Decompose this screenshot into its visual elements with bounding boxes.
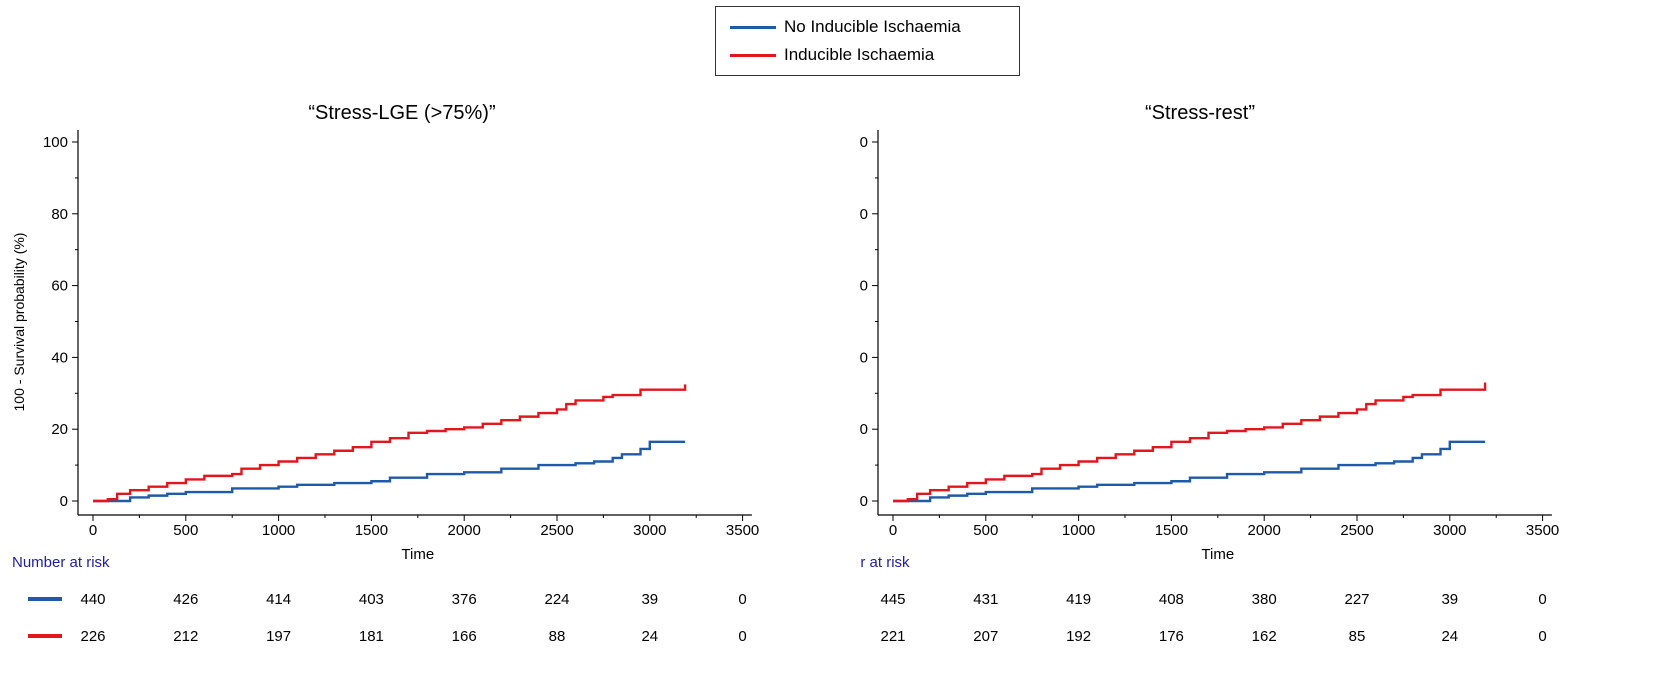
risk-value: 176 [1159, 628, 1184, 645]
y-tick-label: 20 [51, 421, 68, 438]
risk-value: 224 [544, 591, 569, 608]
x-tick-label: 2000 [448, 522, 481, 539]
risk-value: 426 [173, 591, 198, 608]
y-tick-label: 60 [860, 278, 868, 295]
legend: No Inducible Ischaemia Inducible Ischaem… [715, 6, 1020, 76]
y-axis-label: 100 - Survival probability (%) [11, 233, 27, 412]
x-tick-label: 3000 [1433, 522, 1466, 539]
x-tick-label: 2500 [1340, 522, 1373, 539]
x-tick-label: 2500 [540, 522, 573, 539]
series-line-1 [93, 384, 687, 503]
y-tick-label: 60 [51, 278, 68, 295]
risk-value: 0 [1538, 628, 1546, 645]
risk-table-label: Number at risk [12, 554, 110, 571]
series-line-1 [893, 382, 1487, 503]
x-tick-label: 500 [973, 522, 998, 539]
risk-value: 440 [80, 591, 105, 608]
x-tick-label: 3500 [1526, 522, 1559, 539]
y-tick-label: 40 [860, 349, 868, 366]
risk-value: 39 [1441, 591, 1458, 608]
y-tick-label: 0 [860, 493, 868, 510]
risk-value: 227 [1344, 591, 1369, 608]
risk-value: 88 [549, 628, 566, 645]
x-tick-label: 500 [173, 522, 198, 539]
x-tick-label: 1000 [1062, 522, 1095, 539]
risk-value: 207 [973, 628, 998, 645]
legend-entry-inducible: Inducible Ischaemia [730, 43, 934, 67]
risk-value: 408 [1159, 591, 1184, 608]
legend-swatch [730, 53, 776, 57]
x-tick-label: 1500 [355, 522, 388, 539]
legend-swatch [730, 25, 776, 29]
risk-value: 376 [452, 591, 477, 608]
risk-value: 0 [738, 591, 746, 608]
series-line-0 [893, 440, 1486, 503]
risk-value: 24 [641, 628, 658, 645]
x-axis-label: Time [1201, 546, 1234, 563]
risk-value: 221 [880, 628, 905, 645]
risk-value: 197 [266, 628, 291, 645]
y-tick-label: 40 [51, 349, 68, 366]
risk-value: 0 [738, 628, 746, 645]
risk-value: 162 [1252, 628, 1277, 645]
y-tick-label: 0 [60, 493, 68, 510]
risk-value: 24 [1441, 628, 1458, 645]
risk-value: 39 [641, 591, 658, 608]
risk-value: 0 [1538, 591, 1546, 608]
km-chart-stress-rest: “Stress-rest”020406080100050010001500200… [860, 102, 1559, 645]
risk-value: 445 [880, 591, 905, 608]
x-tick-label: 2000 [1248, 522, 1281, 539]
legend-label: Inducible Ischaemia [784, 45, 935, 64]
risk-value: 419 [1066, 591, 1091, 608]
y-tick-label: 20 [860, 421, 868, 438]
risk-value: 431 [973, 591, 998, 608]
risk-value: 192 [1066, 628, 1091, 645]
legend-entry-no-inducible: No Inducible Ischaemia [730, 15, 961, 39]
y-tick-label: 100 [860, 134, 868, 151]
x-tick-label: 0 [89, 522, 97, 539]
risk-value: 380 [1252, 591, 1277, 608]
risk-value: 85 [1349, 628, 1366, 645]
x-tick-label: 1500 [1155, 522, 1188, 539]
y-tick-label: 100 [43, 134, 68, 151]
y-tick-label: 80 [860, 206, 868, 223]
risk-value: 212 [173, 628, 198, 645]
chart-title: “Stress-rest” [1145, 102, 1255, 124]
series-line-0 [93, 440, 686, 503]
x-axis-label: Time [401, 546, 434, 563]
risk-value: 226 [80, 628, 105, 645]
risk-value: 181 [359, 628, 384, 645]
risk-value: 414 [266, 591, 291, 608]
risk-value: 166 [452, 628, 477, 645]
x-tick-label: 0 [889, 522, 897, 539]
x-tick-label: 3500 [726, 522, 759, 539]
x-tick-label: 3000 [633, 522, 666, 539]
risk-table-label: Number at risk [860, 554, 910, 571]
chart-title: “Stress-LGE (>75%)” [308, 102, 495, 124]
y-tick-label: 80 [51, 206, 68, 223]
x-tick-label: 1000 [262, 522, 295, 539]
risk-value: 403 [359, 591, 384, 608]
legend-label: No Inducible Ischaemia [784, 17, 961, 36]
